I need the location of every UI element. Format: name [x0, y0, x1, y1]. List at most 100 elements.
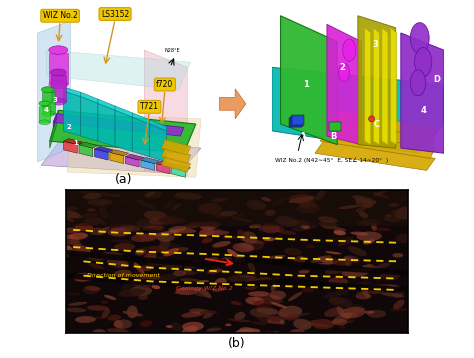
Ellipse shape	[263, 237, 275, 241]
Ellipse shape	[108, 315, 121, 321]
Ellipse shape	[175, 287, 200, 295]
Bar	[292, 115, 304, 125]
Ellipse shape	[93, 316, 102, 319]
Ellipse shape	[188, 289, 205, 297]
Ellipse shape	[332, 319, 347, 325]
Ellipse shape	[153, 231, 178, 236]
Ellipse shape	[75, 276, 93, 281]
Ellipse shape	[362, 265, 373, 271]
Ellipse shape	[276, 216, 298, 227]
Ellipse shape	[139, 250, 156, 256]
Polygon shape	[64, 139, 82, 145]
Ellipse shape	[270, 302, 287, 308]
Ellipse shape	[262, 223, 280, 233]
Polygon shape	[94, 146, 113, 153]
Ellipse shape	[174, 289, 188, 294]
Ellipse shape	[93, 329, 106, 335]
Ellipse shape	[328, 297, 352, 307]
Ellipse shape	[72, 273, 91, 281]
Ellipse shape	[140, 320, 153, 327]
Ellipse shape	[208, 257, 219, 262]
Ellipse shape	[380, 292, 404, 297]
Ellipse shape	[394, 289, 405, 298]
Ellipse shape	[410, 70, 426, 96]
Ellipse shape	[352, 195, 377, 204]
Ellipse shape	[233, 257, 246, 263]
Ellipse shape	[199, 229, 214, 236]
Ellipse shape	[204, 231, 229, 236]
Ellipse shape	[39, 120, 50, 125]
Ellipse shape	[365, 310, 374, 314]
Ellipse shape	[359, 211, 368, 218]
Ellipse shape	[361, 287, 369, 298]
Polygon shape	[53, 114, 184, 136]
Ellipse shape	[372, 285, 400, 291]
Ellipse shape	[352, 308, 360, 312]
Ellipse shape	[140, 265, 152, 271]
Polygon shape	[64, 87, 81, 97]
Ellipse shape	[302, 287, 315, 292]
Polygon shape	[41, 136, 201, 174]
Ellipse shape	[101, 309, 110, 319]
Ellipse shape	[324, 236, 351, 243]
Ellipse shape	[169, 322, 182, 332]
Ellipse shape	[265, 210, 275, 216]
Ellipse shape	[286, 188, 307, 194]
Ellipse shape	[296, 204, 320, 213]
Ellipse shape	[323, 290, 348, 299]
Ellipse shape	[344, 255, 360, 263]
Ellipse shape	[363, 285, 384, 294]
Ellipse shape	[99, 252, 124, 260]
Ellipse shape	[325, 251, 341, 254]
Ellipse shape	[255, 294, 283, 304]
Polygon shape	[81, 92, 98, 103]
Ellipse shape	[207, 268, 222, 274]
Ellipse shape	[254, 300, 273, 309]
Ellipse shape	[317, 263, 330, 266]
Ellipse shape	[122, 311, 143, 316]
Ellipse shape	[239, 327, 253, 333]
Ellipse shape	[87, 208, 96, 212]
Ellipse shape	[335, 261, 349, 266]
Ellipse shape	[109, 258, 130, 269]
Ellipse shape	[328, 277, 348, 285]
Ellipse shape	[290, 329, 305, 334]
Ellipse shape	[284, 248, 302, 256]
Ellipse shape	[183, 222, 201, 229]
Ellipse shape	[77, 188, 94, 194]
Ellipse shape	[66, 308, 86, 313]
Ellipse shape	[391, 209, 412, 214]
Ellipse shape	[338, 205, 360, 209]
Polygon shape	[79, 145, 93, 157]
Ellipse shape	[170, 228, 197, 233]
Polygon shape	[149, 124, 167, 162]
Polygon shape	[98, 99, 115, 110]
Ellipse shape	[131, 233, 156, 242]
Ellipse shape	[160, 263, 183, 270]
Polygon shape	[49, 53, 68, 84]
Ellipse shape	[371, 224, 377, 231]
Ellipse shape	[146, 223, 164, 232]
Ellipse shape	[248, 203, 268, 207]
Ellipse shape	[164, 201, 173, 209]
Ellipse shape	[117, 199, 138, 207]
Ellipse shape	[392, 253, 403, 257]
Ellipse shape	[340, 307, 365, 319]
Ellipse shape	[324, 307, 345, 317]
Ellipse shape	[233, 243, 254, 252]
Ellipse shape	[189, 309, 210, 314]
Ellipse shape	[100, 192, 110, 197]
Ellipse shape	[336, 260, 343, 267]
Ellipse shape	[164, 248, 179, 256]
Ellipse shape	[299, 200, 311, 205]
Polygon shape	[115, 110, 132, 151]
Polygon shape	[162, 157, 191, 172]
Ellipse shape	[212, 198, 228, 202]
Ellipse shape	[288, 292, 302, 301]
Ellipse shape	[263, 330, 271, 334]
Ellipse shape	[101, 301, 108, 304]
Ellipse shape	[278, 312, 292, 318]
Ellipse shape	[255, 312, 272, 324]
Ellipse shape	[289, 194, 314, 204]
Ellipse shape	[356, 199, 374, 208]
